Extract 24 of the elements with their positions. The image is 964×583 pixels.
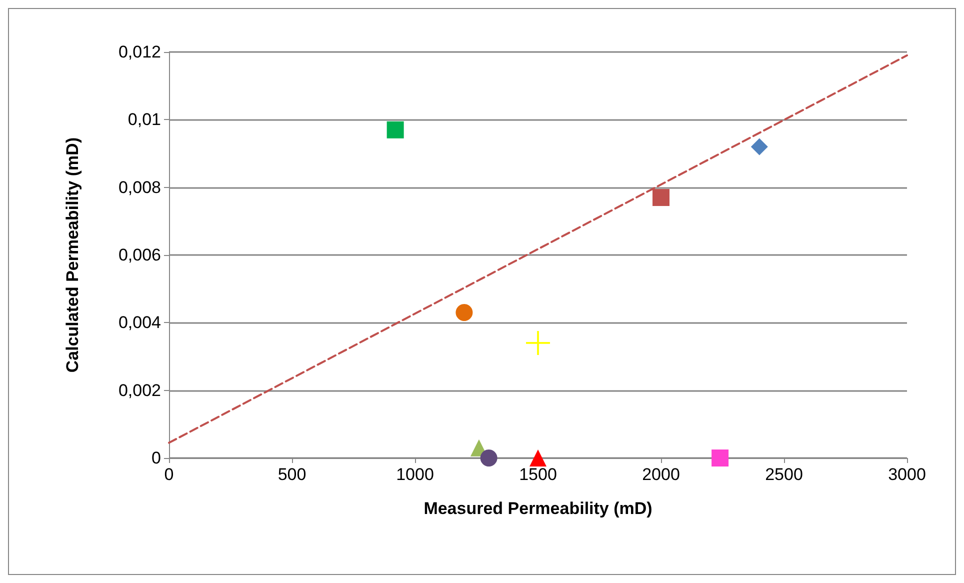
x-tick-label: 0 (164, 465, 174, 484)
y-tick-label: 0,006 (118, 246, 161, 264)
x-tick-label: 500 (278, 465, 306, 484)
point (712, 450, 729, 466)
x-tick-label: 2500 (765, 465, 803, 484)
x-tick-label: 3000 (888, 465, 926, 484)
point (386, 121, 404, 138)
point (530, 450, 546, 466)
point (652, 188, 670, 206)
point (480, 450, 498, 466)
y-tick-label: 0 (152, 448, 161, 468)
point (456, 304, 473, 322)
y-tick-label: 0,002 (118, 380, 161, 400)
y-axis-title: Calculated Permeability (mD) (63, 137, 82, 373)
x-tick-label: 1500 (519, 465, 557, 484)
x-axis-title: Measured Permeability (mD) (424, 499, 652, 518)
point (526, 330, 550, 355)
x-tick-label: 1000 (396, 465, 434, 484)
y-tick-label: 0,004 (118, 313, 161, 332)
point (750, 138, 768, 156)
y-tick-label: 0,01 (128, 110, 161, 130)
y-tick-label: 0,008 (118, 178, 161, 197)
y-tick-label: 0,012 (118, 42, 161, 62)
x-tick-label: 2000 (642, 465, 680, 484)
